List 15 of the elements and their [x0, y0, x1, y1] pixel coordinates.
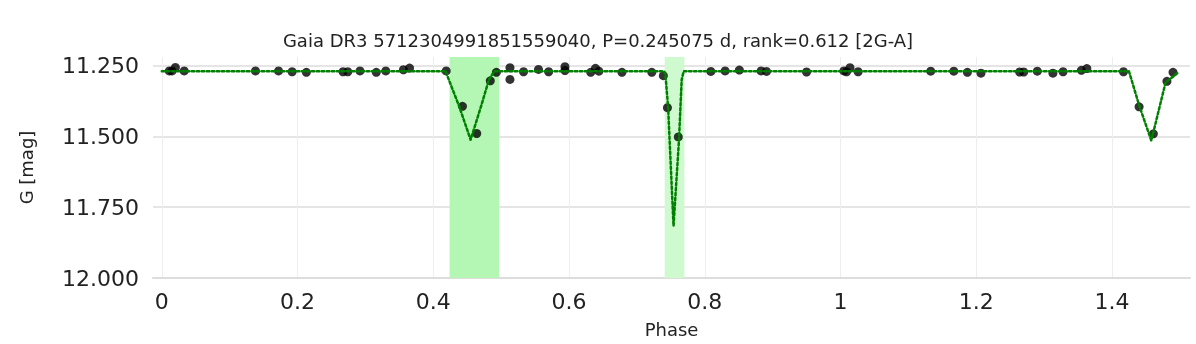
- x-tick-label: 0.6: [551, 288, 587, 314]
- x-tick-label: 1.2: [958, 288, 994, 314]
- x-tick-label: 1.4: [1094, 288, 1130, 314]
- y-tick-label: 11.250: [62, 53, 139, 78]
- x-tick-label: 0.2: [280, 288, 316, 314]
- x-tick-label: 0.8: [687, 288, 723, 314]
- x-tick-label: 0.4: [415, 288, 451, 314]
- y-tick-label: 11.750: [62, 194, 139, 220]
- chart-title: Gaia DR3 5712304991851559040, P=0.245075 d, rank=0.612 [2G-A]: [282, 29, 914, 51]
- y-tick-label: 12.000: [62, 265, 139, 291]
- x-tick-label: 1: [833, 288, 848, 314]
- y-axis-title: G [mag]: [15, 130, 37, 205]
- x-axis-title: Phase: [644, 318, 699, 340]
- x-tick-label: 0: [154, 288, 169, 314]
- y-tick-label: 11.500: [62, 123, 139, 149]
